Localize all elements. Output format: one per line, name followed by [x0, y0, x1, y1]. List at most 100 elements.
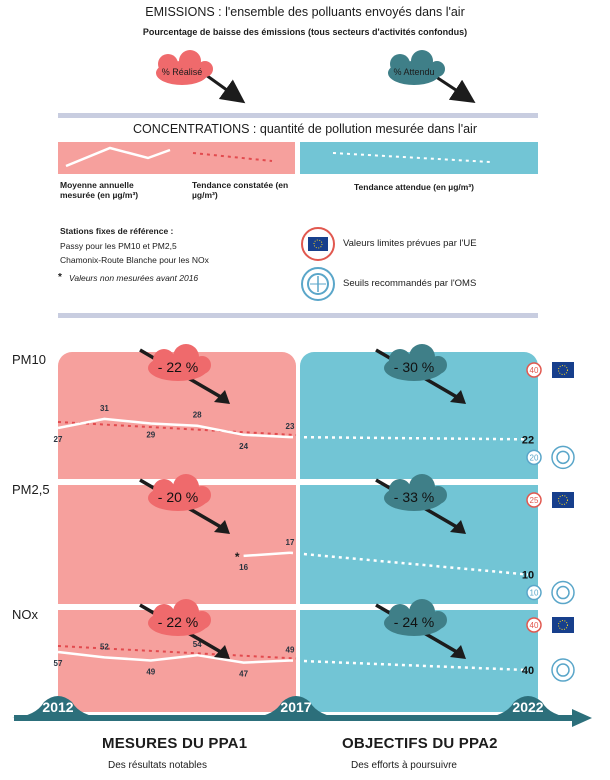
- ppa1-subtitle: Des résultats notables: [108, 760, 207, 771]
- timeline-mound: [12, 696, 104, 718]
- emissions-subtitle: Pourcentage de baisse des émissions (tou…: [142, 27, 468, 37]
- year-label: 2022: [512, 699, 543, 715]
- concentration-chart: PM10 27 31 29 28 24 23 - 22 % - 30 % 22 40 20 PM2,5 1…: [0, 344, 592, 727]
- data-label: 52: [100, 642, 109, 651]
- cloud-realise-puff: [193, 356, 211, 374]
- who-logo-inner: [556, 450, 570, 465]
- pollutant-label-0: PM10: [12, 352, 46, 367]
- data-label: 24: [239, 442, 248, 451]
- asterisk-marker: *: [58, 272, 62, 283]
- cloud-attendu-label: - 33 %: [394, 489, 434, 505]
- emissions-legend-graphic: % Réalisé % Attendu: [156, 50, 476, 104]
- oms-threshold-badge: [526, 449, 542, 466]
- asterisk-marker: *: [235, 550, 240, 564]
- data-label: 16: [239, 563, 248, 572]
- data-label: 28: [193, 411, 202, 420]
- ppa1-swatch: [58, 142, 295, 174]
- who-logo-inner: [556, 663, 570, 677]
- cloud-attendu-puff: [389, 349, 411, 371]
- cloud-attendu-icon: [388, 50, 445, 85]
- ppa1-panel: [58, 352, 296, 712]
- ue-limit-badge: [526, 492, 542, 508]
- eu-flag-icon: [552, 492, 574, 508]
- data-label: 27: [54, 435, 63, 444]
- ue-limit-value: 25: [530, 496, 539, 505]
- who-logo-inner: [556, 585, 570, 600]
- legend-ue-label: Valeurs limites prévues par l'UE: [343, 238, 477, 249]
- stations-note: Valeurs non mesurées avant 2016: [69, 273, 199, 283]
- concentrations-legend-graphic: [58, 142, 538, 174]
- cloud-attendu-arrowhead: [450, 645, 466, 659]
- tendance-constatee-line: [57, 645, 297, 660]
- tendance-attendue-sample: [332, 152, 491, 163]
- ue-limit-value: 40: [530, 621, 539, 630]
- cloud-attendu-puff: [429, 356, 447, 374]
- mesure-line: [57, 650, 291, 664]
- data-label: 49: [146, 668, 155, 677]
- who-logo-icon: [301, 267, 335, 301]
- ue-limit-badge: [526, 617, 542, 633]
- cloud-realise-icon: [156, 50, 213, 85]
- divider: [58, 113, 538, 118]
- mesure-line: [243, 551, 291, 558]
- pollutant-label-2: NOx: [12, 607, 39, 622]
- band-separator: [0, 604, 548, 610]
- cloud-realise-puff: [173, 474, 199, 500]
- cloud-realise-puff: [193, 486, 211, 504]
- data-label: 49: [286, 646, 295, 655]
- cloud-attendu-arrowhead: [450, 520, 466, 534]
- who-logo-icon: [551, 658, 575, 682]
- band-separator: [0, 479, 548, 485]
- target-2022-label: 10: [522, 570, 534, 582]
- who-logo-icon: [551, 580, 575, 605]
- divider: [58, 313, 538, 318]
- cloud-realise-puff: [173, 344, 199, 370]
- stations-line1: Passy pour les PM10 et PM2,5: [60, 241, 177, 251]
- data-label: 23: [286, 422, 295, 431]
- cloud-realise-puff: [153, 479, 175, 501]
- cloud-realise-label: - 20 %: [158, 489, 198, 505]
- eu-stars: [558, 495, 568, 505]
- cloud-realise-label: - 22 %: [158, 359, 198, 375]
- cloud-realise-arrowhead: [214, 645, 230, 659]
- concentrations-title: CONCENTRATIONS : quantité de pollution m…: [133, 122, 477, 136]
- pollutant-label-1: PM2,5: [12, 482, 50, 497]
- data-label: 17: [286, 538, 295, 547]
- cloud-realise-label: - 22 %: [158, 614, 198, 630]
- moyenne-label: Moyenne annuelle mesurée (en µg/m³): [60, 180, 139, 200]
- cloud-attendu-puff: [409, 599, 435, 625]
- oms-threshold-value: 10: [530, 589, 539, 598]
- emissions-title: EMISSIONS : l'ensemble des polluants env…: [145, 5, 465, 19]
- target-2022-label: 22: [522, 434, 534, 446]
- cloud-realise-arrowhead: [214, 390, 230, 404]
- timeline-mound: [250, 696, 342, 718]
- ue-limit-value: 40: [530, 366, 539, 375]
- attendu-label: % Attendu: [393, 67, 434, 77]
- mesure-line: [57, 417, 291, 439]
- eu-flag-icon: [552, 617, 574, 633]
- tendance-attendue-label: Tendance attendue (en µg/m³): [354, 182, 474, 192]
- stations-title: Stations fixes de référence :: [60, 226, 174, 236]
- tendance-constatee-label: Tendance constatée (en µg/m³): [192, 180, 289, 200]
- ppa2-title: OBJECTIFS DU PPA2: [342, 735, 498, 752]
- cloud-attendu-puff: [429, 611, 447, 629]
- cloud-realise-puff: [193, 611, 211, 629]
- data-label: 31: [100, 404, 109, 413]
- cloud-attendu-label: - 30 %: [394, 359, 434, 375]
- cloud-attendu-puff: [409, 344, 435, 370]
- cloud-attendu-puff: [389, 479, 411, 501]
- eu-stars: [558, 620, 568, 630]
- stations-line2: Chamonix-Route Blanche pour les NOx: [60, 255, 209, 265]
- data-label: 47: [239, 670, 248, 679]
- ppa2-subtitle: Des efforts à poursuivre: [351, 760, 457, 771]
- ue-limit-badge: [526, 362, 542, 378]
- cloud-realise-puff: [153, 604, 175, 626]
- cloud-realise-arrowhead: [214, 520, 230, 534]
- eu-stars: [558, 365, 568, 375]
- legend-oms-label: Seuils recommandés par l'OMS: [343, 278, 477, 289]
- realise-label: % Réalisé: [162, 67, 203, 77]
- cloud-attendu-label: - 24 %: [394, 614, 434, 630]
- cloud-attendu-puff: [429, 486, 447, 504]
- moyenne-line-sample: [65, 146, 171, 168]
- tendance-attendue-line: [289, 659, 529, 672]
